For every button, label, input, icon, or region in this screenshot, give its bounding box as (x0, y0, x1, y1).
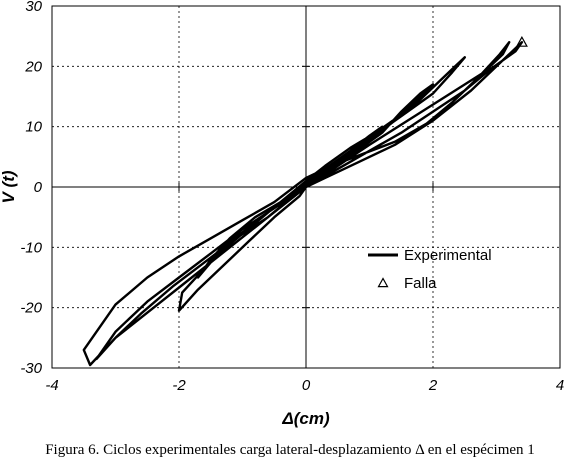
y-tick-label: -10 (20, 239, 42, 256)
y-axis-label: V (t) (0, 170, 18, 203)
series-line-experimental (82, 41, 524, 367)
x-tick-label: 4 (556, 377, 564, 394)
legend: Experimental Falla (368, 247, 492, 292)
x-tick-label: -2 (172, 377, 186, 394)
legend-marker-falla (377, 277, 389, 288)
series-layer (82, 35, 528, 367)
x-tick-label: -4 (45, 377, 58, 394)
y-tick-label: 30 (25, 0, 42, 15)
x-tick-label: 0 (302, 377, 311, 394)
y-tick-label: 0 (34, 179, 43, 196)
data-point-falla (515, 35, 528, 47)
legend-label-experimental: Experimental (404, 247, 492, 264)
y-tick-label: -20 (20, 300, 42, 317)
y-tick-label: 10 (25, 119, 42, 136)
y-tick-label: 20 (24, 58, 42, 75)
x-tick-label: 2 (428, 377, 438, 394)
legend-label-falla: Falla (404, 275, 437, 292)
figure-caption: Figura 6. Ciclos experimentales carga la… (45, 442, 535, 458)
x-axis-label: Δ(cm) (281, 409, 330, 428)
y-tick-label: -30 (20, 360, 42, 377)
